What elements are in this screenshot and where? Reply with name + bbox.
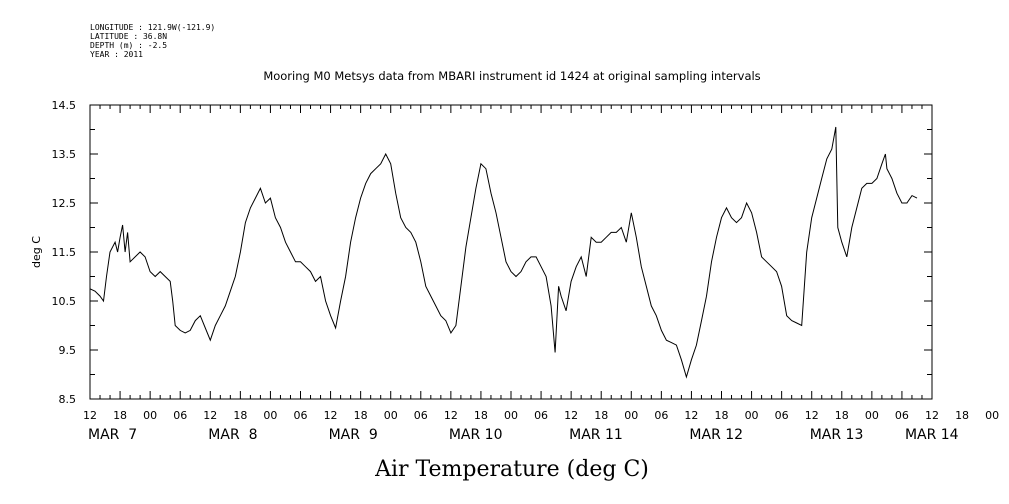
x-tick-label: 00: [745, 409, 759, 422]
x-tick-label: 12: [805, 409, 819, 422]
x-tick-label: 12: [564, 409, 578, 422]
x-tick-label: 18: [715, 409, 729, 422]
x-tick-label: 12: [444, 409, 458, 422]
y-tick-label: 11.5: [52, 246, 77, 259]
plot-frame: [89, 104, 933, 400]
x-date-label: MAR 7: [88, 427, 137, 443]
x-tick-label: 00: [504, 409, 518, 422]
x-tick-label: 18: [835, 409, 849, 422]
depth-text: DEPTH (m) : -2.5: [90, 41, 167, 50]
x-tick-label: 18: [233, 409, 247, 422]
x-tick-label: 12: [925, 409, 939, 422]
x-tick-label: 00: [624, 409, 638, 422]
x-tick-label: 12: [203, 409, 217, 422]
x-tick-label: 12: [684, 409, 698, 422]
x-axis-date-labels: MAR 7 MAR 8 MAR 9 MAR 10 MAR 11 MAR 12 MAR 13 M…: [88, 427, 959, 443]
x-tick-label: 18: [354, 409, 368, 422]
year-text: YEAR : 2011: [90, 50, 143, 59]
x-tick-label: 18: [594, 409, 608, 422]
x-tick-label: 06: [173, 409, 187, 422]
x-tick-label: 18: [474, 409, 488, 422]
x-tick-label: 00: [384, 409, 398, 422]
x-axis-label: Air Temperature (deg C): [374, 457, 649, 482]
y-tick-label: 9.5: [59, 344, 77, 357]
x-tick-label: 00: [143, 409, 157, 422]
x-tick-label: 18: [955, 409, 969, 422]
y-tick-label: 13.5: [52, 148, 77, 161]
longitude-text: LONGITUDE : 121.9W(-121.9): [90, 23, 215, 32]
x-tick-label: 06: [414, 409, 428, 422]
x-tick-label: 06: [895, 409, 909, 422]
x-tick-label: 00: [263, 409, 277, 422]
x-tick-label: 12: [83, 409, 97, 422]
x-date-label: MAR 9: [329, 427, 378, 443]
x-date-label: MAR 13: [810, 427, 864, 443]
x-date-label: MAR 8: [208, 427, 257, 443]
y-tick-label: 8.5: [59, 393, 77, 406]
latitude-text: LATITUDE : 36.8N: [90, 32, 167, 41]
y-tick-label: 12.5: [52, 197, 77, 210]
y-axis-label: deg C: [30, 236, 43, 268]
x-tick-label: 18: [113, 409, 127, 422]
y-tick-label: 10.5: [52, 295, 77, 308]
x-tick-label: 06: [294, 409, 308, 422]
air-temperature-line: [89, 126, 918, 379]
x-date-label: MAR 12: [689, 427, 743, 443]
y-axis-ticks: 8.5 9.5 10.5 11.5 12.5 13.5 14.5: [52, 99, 932, 406]
x-tick-label: 06: [775, 409, 789, 422]
x-axis-ticks: 12 18 00 06 12 18 00 06 12 18 00 06 12 18 00 06 12 18 00 06…: [83, 105, 999, 422]
x-date-label: MAR 14: [905, 427, 959, 443]
x-tick-label: 00: [985, 409, 999, 422]
y-tick-label: 14.5: [52, 99, 77, 112]
x-tick-label: 00: [865, 409, 879, 422]
x-tick-label: 06: [654, 409, 668, 422]
x-tick-label: 12: [324, 409, 338, 422]
chart-title: Mooring M0 Metsys data from MBARI instru…: [263, 69, 760, 83]
x-date-label: MAR 10: [449, 427, 503, 443]
x-tick-label: 06: [534, 409, 548, 422]
x-date-label: MAR 11: [569, 427, 623, 443]
